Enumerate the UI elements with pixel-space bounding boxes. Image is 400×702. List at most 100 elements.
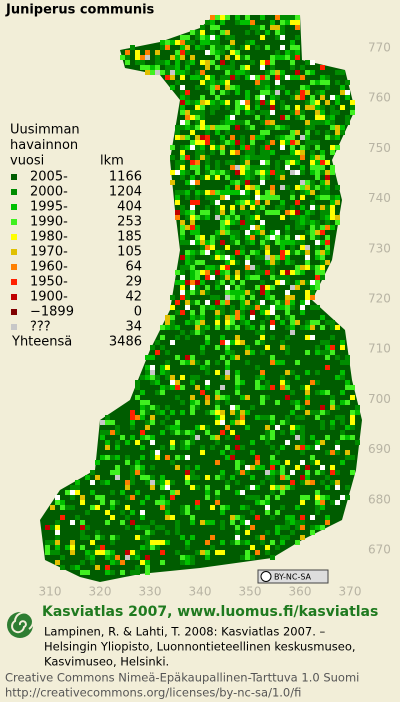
grid-cell (160, 480, 165, 485)
grid-cell (335, 445, 340, 450)
grid-cell (180, 35, 185, 40)
grid-cell (245, 410, 250, 415)
grid-cell (315, 500, 320, 505)
grid-cell (265, 250, 270, 255)
grid-cell (260, 300, 265, 305)
grid-cell (90, 480, 95, 485)
grid-cell (300, 85, 305, 90)
grid-cell (170, 380, 175, 385)
grid-cell (325, 220, 330, 225)
grid-cell (320, 105, 325, 110)
grid-cell (225, 65, 230, 70)
grid-cell (155, 545, 160, 550)
grid-cell (180, 385, 185, 390)
grid-cell (340, 370, 345, 375)
grid-cell (280, 465, 285, 470)
grid-cell (245, 325, 250, 330)
grid-cell (265, 435, 270, 440)
grid-cell (155, 350, 160, 355)
grid-cell (115, 430, 120, 435)
grid-cell (255, 375, 260, 380)
grid-cell (190, 260, 195, 265)
grid-cell (265, 175, 270, 180)
grid-cell (195, 485, 200, 490)
grid-cell (275, 135, 280, 140)
y-grid-label: 720 (368, 292, 391, 306)
grid-cell (150, 545, 155, 550)
grid-cell (250, 175, 255, 180)
grid-cell (230, 475, 235, 480)
grid-cell (190, 470, 195, 475)
grid-cell (345, 435, 350, 440)
grid-cell (255, 535, 260, 540)
grid-cell (210, 80, 215, 85)
grid-cell (300, 405, 305, 410)
grid-cell (150, 455, 155, 460)
grid-cell (215, 205, 220, 210)
grid-cell (270, 260, 275, 265)
grid-cell (270, 305, 275, 310)
grid-cell (245, 235, 250, 240)
grid-cell (210, 85, 215, 90)
grid-cell (150, 70, 155, 75)
grid-cell (180, 295, 185, 300)
grid-cell (325, 160, 330, 165)
grid-cell (160, 445, 165, 450)
grid-cell (320, 230, 325, 235)
grid-cell (335, 415, 340, 420)
grid-cell (260, 310, 265, 315)
grid-cell (160, 505, 165, 510)
grid-cell (220, 190, 225, 195)
grid-cell (210, 25, 215, 30)
grid-cell (305, 140, 310, 145)
grid-cell (350, 425, 355, 430)
grid-cell (260, 350, 265, 355)
grid-cell (270, 515, 275, 520)
grid-cell (300, 95, 305, 100)
grid-cell (275, 235, 280, 240)
grid-cell (270, 470, 275, 475)
grid-cell (130, 550, 135, 555)
grid-cell (340, 90, 345, 95)
grid-cell (330, 120, 335, 125)
grid-cell (235, 310, 240, 315)
grid-cell (225, 70, 230, 75)
grid-cell (215, 235, 220, 240)
grid-cell (325, 85, 330, 90)
grid-cell (215, 265, 220, 270)
grid-cell (270, 445, 275, 450)
grid-cell (340, 430, 345, 435)
grid-cell (110, 490, 115, 495)
grid-cell (305, 70, 310, 75)
grid-cell (230, 255, 235, 260)
grid-cell (220, 210, 225, 215)
grid-cell (185, 240, 190, 245)
grid-cell (195, 105, 200, 110)
grid-cell (70, 545, 75, 550)
grid-cell (170, 440, 175, 445)
grid-cell (145, 55, 150, 60)
grid-cell (315, 255, 320, 260)
grid-cell (170, 155, 175, 160)
grid-cell (275, 495, 280, 500)
grid-cell (285, 535, 290, 540)
grid-cell (295, 540, 300, 545)
grid-cell (220, 205, 225, 210)
grid-cell (230, 65, 235, 70)
grid-cell (200, 100, 205, 105)
grid-cell (220, 45, 225, 50)
grid-cell (175, 550, 180, 555)
grid-cell (245, 160, 250, 165)
grid-cell (245, 290, 250, 295)
grid-cell (50, 525, 55, 530)
grid-cell (175, 530, 180, 535)
grid-cell (285, 230, 290, 235)
grid-cell (300, 215, 305, 220)
grid-cell (205, 35, 210, 40)
grid-cell (275, 400, 280, 405)
grid-cell (140, 535, 145, 540)
grid-cell (200, 210, 205, 215)
grid-cell (325, 345, 330, 350)
grid-cell (195, 550, 200, 555)
